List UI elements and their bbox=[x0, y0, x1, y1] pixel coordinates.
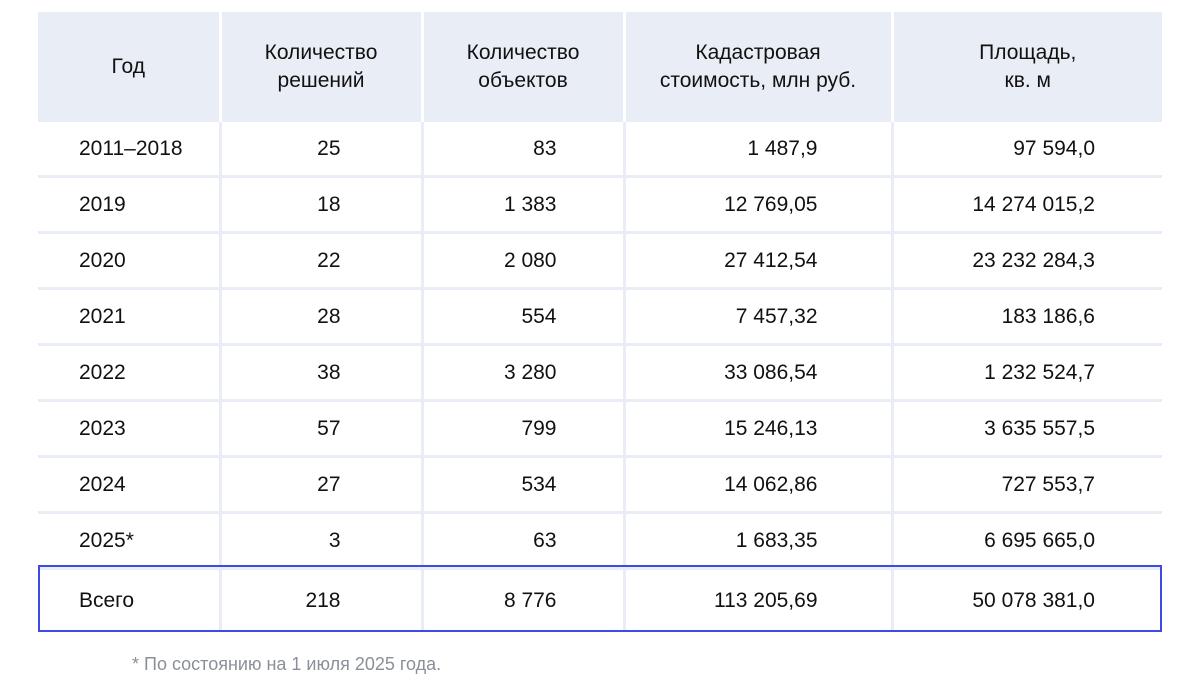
cell-objects: 554 bbox=[422, 288, 626, 346]
total-cadastral-value: 113 205,69 bbox=[624, 568, 894, 632]
total-objects: 8 776 bbox=[422, 568, 626, 632]
cell-area: 14 274 015,2 bbox=[892, 176, 1162, 234]
header-year: Год bbox=[38, 12, 222, 122]
table-header: Год Количество решений Количество объект… bbox=[38, 12, 1162, 122]
cell-area: 183 186,6 bbox=[892, 288, 1162, 346]
total-row: Всего 218 8 776 113 205,69 50 078 381,0 bbox=[38, 568, 1162, 632]
header-row: Год Количество решений Количество объект… bbox=[38, 12, 1162, 122]
cell-objects: 1 383 bbox=[422, 176, 626, 234]
total-label: Всего bbox=[38, 568, 222, 632]
cell-objects: 83 bbox=[422, 122, 626, 178]
table-row: 2021 28 554 7 457,32 183 186,6 bbox=[38, 288, 1162, 346]
header-decisions-count: Количество решений bbox=[220, 12, 424, 122]
cell-decisions: 57 bbox=[220, 400, 424, 458]
cell-cadastral-value: 15 246,13 bbox=[624, 400, 894, 458]
cell-cadastral-value: 14 062,86 bbox=[624, 456, 894, 514]
cell-objects: 63 bbox=[422, 512, 626, 570]
cell-cadastral-value: 33 086,54 bbox=[624, 344, 894, 402]
cell-area: 1 232 524,7 bbox=[892, 344, 1162, 402]
cell-cadastral-value: 1 487,9 bbox=[624, 122, 894, 178]
header-cadastral-value: Кадастровая стоимость, млн руб. bbox=[624, 12, 894, 122]
cell-year: 2019 bbox=[38, 176, 222, 234]
cell-objects: 534 bbox=[422, 456, 626, 514]
header-area: Площадь, кв. м bbox=[892, 12, 1162, 122]
cell-year: 2022 bbox=[38, 344, 222, 402]
cell-year: 2025* bbox=[38, 512, 222, 570]
cell-year: 2011–2018 bbox=[38, 122, 222, 178]
cell-area: 3 635 557,5 bbox=[892, 400, 1162, 458]
cell-decisions: 25 bbox=[220, 122, 424, 178]
cell-cadastral-value: 7 457,32 bbox=[624, 288, 894, 346]
cell-objects: 3 280 bbox=[422, 344, 626, 402]
total-area: 50 078 381,0 bbox=[972, 589, 1095, 612]
cell-decisions: 22 bbox=[220, 232, 424, 290]
cell-decisions: 27 bbox=[220, 456, 424, 514]
table-row: 2022 38 3 280 33 086,54 1 232 524,7 bbox=[38, 344, 1162, 402]
cell-area: 97 594,0 bbox=[892, 122, 1162, 178]
total-decisions: 218 bbox=[220, 568, 424, 632]
cell-decisions: 28 bbox=[220, 288, 424, 346]
cell-year: 2021 bbox=[38, 288, 222, 346]
table-row: 2024 27 534 14 062,86 727 553,7 bbox=[38, 456, 1162, 514]
table-row: 2019 18 1 383 12 769,05 14 274 015,2 bbox=[38, 176, 1162, 234]
data-table: Год Количество решений Количество объект… bbox=[38, 12, 1162, 632]
cell-cadastral-value: 27 412,54 bbox=[624, 232, 894, 290]
table-row: 2025* 3 63 1 683,35 6 695 665,0 bbox=[38, 512, 1162, 570]
table-row: 2020 22 2 080 27 412,54 23 232 284,3 bbox=[38, 232, 1162, 290]
table-body: 2011–2018 25 83 1 487,9 97 594,0 2019 18… bbox=[38, 122, 1162, 632]
cell-area: 727 553,7 bbox=[892, 456, 1162, 514]
cell-objects: 2 080 bbox=[422, 232, 626, 290]
table-row: 2023 57 799 15 246,13 3 635 557,5 bbox=[38, 400, 1162, 458]
cell-decisions: 18 bbox=[220, 176, 424, 234]
cell-year: 2020 bbox=[38, 232, 222, 290]
footnote: * По состоянию на 1 июля 2025 года. bbox=[132, 654, 442, 674]
table-row: 2011–2018 25 83 1 487,9 97 594,0 bbox=[38, 122, 1162, 178]
cell-decisions: 38 bbox=[220, 344, 424, 402]
data-table-container: Год Количество решений Количество объект… bbox=[38, 12, 1162, 632]
cell-decisions: 3 bbox=[220, 512, 424, 570]
cell-objects: 799 bbox=[422, 400, 626, 458]
cell-area: 6 695 665,0 bbox=[892, 512, 1162, 570]
cell-cadastral-value: 12 769,05 bbox=[624, 176, 894, 234]
cell-year: 2023 bbox=[38, 400, 222, 458]
cell-cadastral-value: 1 683,35 bbox=[624, 512, 894, 570]
header-objects-count: Количество объектов bbox=[422, 12, 626, 122]
cell-year: 2024 bbox=[38, 456, 222, 514]
cell-area: 23 232 284,3 bbox=[892, 232, 1162, 290]
